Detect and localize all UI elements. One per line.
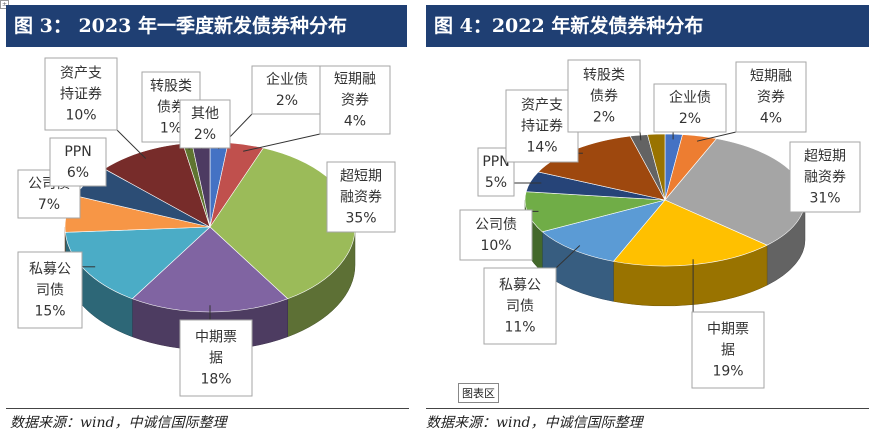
- leader-line: [639, 131, 642, 141]
- data-label-text: 2%: [679, 111, 701, 127]
- data-label-text: 11%: [504, 320, 535, 336]
- data-label-text: 司债: [36, 283, 64, 299]
- data-label-text: PPN: [64, 144, 91, 160]
- data-label-text: 6%: [67, 165, 89, 181]
- data-label-text: 融资券: [804, 170, 846, 186]
- pie-chart-2023q1: 企业债2%短期融资券4%超短期融资券35%中期票据18%私募公司债15%公司债7…: [17, 57, 396, 397]
- pie-slice: [612, 199, 768, 267]
- chart-header: 图 4：2022 年新发债券种分布: [426, 5, 869, 47]
- data-label: 公司债 10%: [459, 209, 533, 261]
- source-note: 数据来源：wind，中诚信国际整理: [10, 415, 227, 431]
- data-label-text: 持证券: [60, 87, 102, 103]
- data-label-text: 5%: [485, 175, 507, 191]
- data-label-text: 15%: [34, 304, 65, 320]
- data-label-text: 债券: [157, 100, 185, 116]
- data-label-text: 资券: [341, 93, 369, 109]
- data-label-text: 2%: [593, 110, 615, 126]
- data-label-text: 公司债: [475, 217, 517, 233]
- data-label-text: 据: [721, 343, 735, 359]
- data-label-text: 18%: [200, 372, 231, 388]
- data-label-text: 企业债: [266, 71, 308, 88]
- leader-line: [555, 245, 581, 269]
- data-label-text: 2%: [276, 93, 298, 109]
- data-label-text: 4%: [760, 111, 782, 127]
- data-label-text: PPN: [482, 154, 509, 170]
- data-label-text: 资产支: [60, 66, 102, 82]
- leader-line: [696, 131, 737, 142]
- data-label-text: 31%: [809, 191, 840, 207]
- data-label-text: 资券: [757, 90, 785, 106]
- data-label-text: 资产支: [521, 98, 563, 114]
- leader-line: [116, 129, 147, 159]
- pie-slice: [64, 226, 211, 300]
- source-divider: [426, 408, 869, 409]
- data-label-text: 35%: [345, 211, 376, 227]
- data-label-text: 私募公: [29, 262, 71, 278]
- pie-slice: [541, 199, 666, 262]
- data-label: PPN 6%: [49, 137, 107, 187]
- data-label-text: 中期票: [707, 322, 749, 338]
- chart-panel-2022: 图 4：2022 年新发债券种分布 企业债 2% 短期融资券 4% 超短期融资券 31% 中…: [420, 0, 875, 443]
- data-label-text: 其他: [191, 106, 219, 122]
- data-label-text: 持证券: [521, 119, 563, 135]
- data-label-text: 4%: [344, 114, 366, 130]
- chart-panel-2023q1: 图 3： 2023 年一季度新发债券种分布 企业债 2% 短期融资券 4% 超短期融资券…: [0, 0, 413, 443]
- data-label-text: 7%: [38, 197, 60, 213]
- source-divider: [6, 408, 409, 409]
- pie-slice: [647, 133, 666, 201]
- data-label-text: 短期融: [750, 69, 792, 85]
- chart-area-tooltip: 图表区: [458, 383, 499, 403]
- data-label-text: 10%: [65, 108, 96, 124]
- data-label-text: 债券: [590, 89, 618, 105]
- data-label-text: 短期融: [334, 72, 376, 88]
- data-label: 企业债 2%: [653, 83, 727, 133]
- data-label: 企业债 2%: [251, 65, 323, 115]
- source-note: 数据来源：wind，中诚信国际整理: [426, 415, 643, 431]
- data-label-text: 中期票: [195, 330, 237, 346]
- data-label-text: 14%: [526, 140, 557, 156]
- data-label-text: 私募公: [499, 278, 541, 294]
- data-label: 其他 2%: [179, 99, 231, 149]
- corner-marker: ±: [0, 0, 9, 9]
- data-label-text: 19%: [712, 364, 743, 380]
- data-label-text: 企业债: [669, 89, 711, 106]
- data-label-text: 据: [209, 351, 223, 367]
- data-label-text: 超短期: [340, 169, 382, 185]
- chart-header: 图 3： 2023 年一季度新发债券种分布: [6, 5, 407, 47]
- data-label-text: 司债: [506, 299, 534, 315]
- leader-line: [243, 133, 321, 152]
- data-label-text: 超短期: [804, 149, 846, 165]
- data-label-text: 2%: [194, 127, 216, 143]
- data-label-text: 转股类: [150, 79, 192, 95]
- data-label-text: 融资券: [340, 190, 382, 206]
- data-label-text: 转股类: [583, 68, 625, 84]
- data-label-text: 10%: [480, 238, 511, 254]
- data-label-text: 1%: [160, 121, 182, 137]
